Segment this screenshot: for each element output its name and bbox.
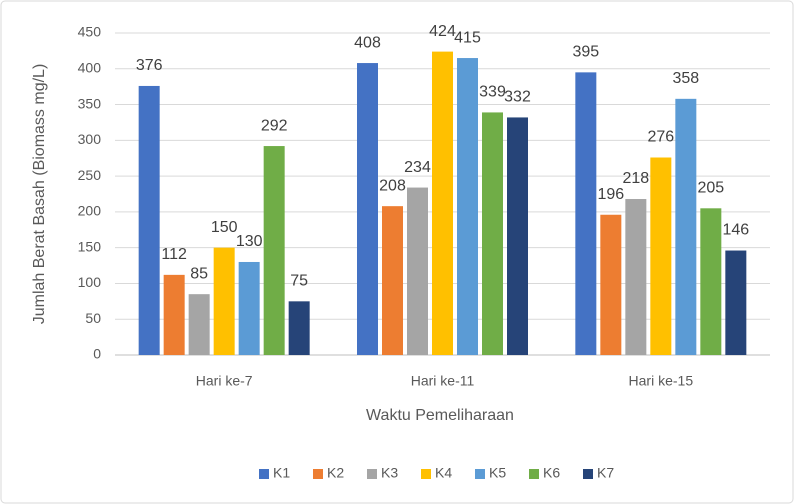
bar [138,85,160,355]
data-label: 196 [597,186,624,203]
data-label: 130 [236,233,263,250]
y-tick-label: 300 [78,131,102,147]
legend-swatch [313,469,323,479]
legend-label: K5 [489,465,506,481]
bar [263,146,285,355]
data-label: 150 [211,219,238,236]
bar [213,247,235,355]
legend-label: K3 [381,465,398,481]
legend-swatch [259,469,269,479]
bar [357,63,378,355]
bar [507,117,528,356]
data-label: 276 [647,129,674,146]
bar [650,157,672,355]
data-label: 332 [504,89,531,106]
legend-label: K2 [327,465,344,481]
legend-swatch [475,469,485,479]
legend-label: K7 [597,465,614,481]
y-tick-label: 200 [78,203,102,219]
bar [675,98,697,355]
data-label: 358 [672,70,699,87]
data-label: 75 [290,273,308,290]
bar [163,274,185,355]
bar [482,112,503,355]
bar [725,250,747,355]
bar [238,261,260,355]
bar [700,208,722,355]
x-tick-label: Hari ke-11 [411,373,475,389]
y-tick-label: 400 [78,59,102,75]
data-label: 234 [404,159,431,176]
bar [407,187,428,355]
bar [288,301,310,355]
data-label: 408 [354,34,381,51]
y-tick-label: 50 [85,310,101,326]
bar [575,72,597,355]
y-tick-label: 450 [78,24,102,40]
legend-swatch [421,469,431,479]
data-label: 208 [379,177,406,194]
bar [600,214,622,355]
data-label: 292 [261,117,288,134]
y-tick-label: 0 [93,346,101,362]
x-tick-label: Hari ke-15 [629,373,694,389]
data-label: 146 [722,222,749,239]
legend-label: K4 [435,465,452,481]
y-tick-label: 150 [78,238,102,254]
y-tick-label: 250 [78,167,102,183]
data-label: 339 [479,84,506,101]
data-label: 85 [190,265,208,282]
data-label: 415 [454,29,481,46]
data-label: 205 [697,180,724,197]
bar [457,58,478,356]
legend-swatch [529,469,539,479]
x-axis-title: Waktu Pemeliharaan [366,407,514,424]
bar [625,199,647,355]
bar [432,51,453,356]
data-label: 395 [572,44,599,61]
y-tick-label: 350 [78,95,102,111]
legend-label: K6 [543,465,560,481]
data-label: 424 [429,23,456,40]
data-label: 376 [136,57,163,74]
y-tick-label: 100 [78,274,102,290]
bar [382,206,403,355]
x-tick-label: Hari ke-7 [196,373,253,389]
data-label: 218 [622,170,649,187]
legend-swatch [367,469,377,479]
legend-swatch [583,469,593,479]
legend-label: K1 [273,465,290,481]
bar [188,294,210,355]
data-label: 112 [161,246,187,263]
y-axis-title: Jumlah Berat Basah (Biomass mg/L) [31,64,48,325]
